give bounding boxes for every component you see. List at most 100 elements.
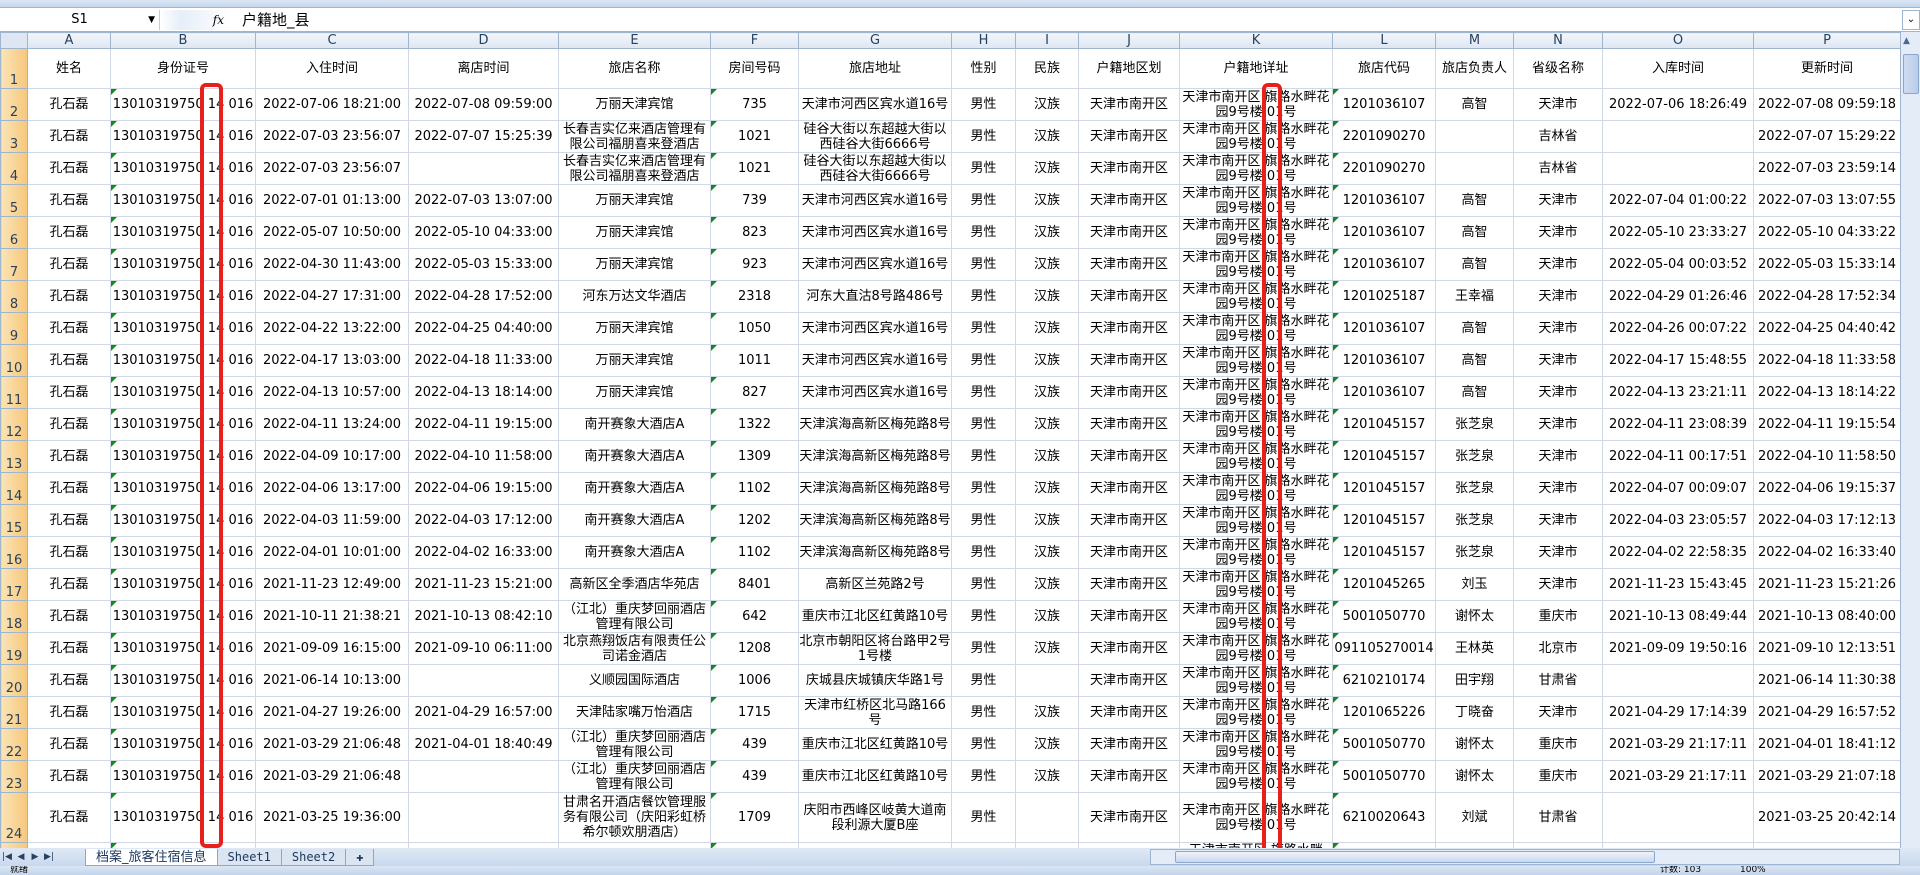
cell[interactable]: 汉族	[1015, 280, 1079, 313]
cell[interactable]: 丁晓奋	[1435, 696, 1514, 729]
cell[interactable]: 天津市南开区	[1078, 184, 1180, 217]
cell[interactable]: 823	[710, 216, 799, 249]
cell[interactable]: 天津市	[1513, 248, 1603, 281]
cell[interactable]: 2022-05-10 04:33:22	[1753, 216, 1900, 249]
cell[interactable]: 5001050770	[1332, 760, 1436, 793]
cell[interactable]: 男性	[951, 472, 1016, 505]
cell[interactable]: 439	[710, 728, 799, 761]
cell[interactable]: 孔石磊	[27, 472, 111, 505]
cell[interactable]: 2022-07-03 23:59:14	[1753, 152, 1900, 185]
cell[interactable]: 长春吉实亿来酒店管理有限公司福朋喜来登酒店	[558, 120, 711, 153]
cell[interactable]: 张芝泉	[1435, 504, 1514, 537]
cell[interactable]: 孔石磊	[27, 120, 111, 153]
cell[interactable]: 孔石磊	[27, 312, 111, 345]
cell[interactable]: 王幸福	[1435, 280, 1514, 313]
cell[interactable]: 1201036107	[1332, 184, 1436, 217]
cell[interactable]: 1201045157	[1332, 408, 1436, 441]
cell[interactable]: 2022-04-27 17:31:00	[255, 280, 409, 313]
cell[interactable]: 2022-07-03 13:07:55	[1753, 184, 1900, 217]
cell[interactable]: （江北）重庆梦回丽酒店管理有限公司	[558, 760, 711, 793]
cell[interactable]: 13010319750 14 016	[110, 88, 256, 121]
horizontal-scroll-thumb[interactable]	[1175, 851, 1655, 863]
column-header-l[interactable]: L	[1332, 32, 1436, 49]
cell[interactable]: 天津市	[1513, 440, 1603, 473]
cell[interactable]: 2022-04-03 17:12:13	[1753, 504, 1900, 537]
cell[interactable]: 6210210174	[1332, 664, 1436, 697]
cell[interactable]: 天津市南开区 旗路水畔花园9号楼 01号	[1179, 696, 1333, 729]
cell[interactable]: 天津市南开区	[1078, 728, 1180, 761]
cell[interactable]: 重庆市	[1513, 728, 1603, 761]
cell[interactable]: 2022-05-04 00:03:52	[1602, 248, 1754, 281]
cell[interactable]: 天津市南开区	[1078, 248, 1180, 281]
column-header-p[interactable]: P	[1753, 32, 1900, 49]
cell[interactable]: 甘肃省	[1513, 664, 1603, 697]
cell[interactable]: 天津市	[1513, 88, 1603, 121]
cell[interactable]	[408, 760, 559, 793]
cell[interactable]: 13010319750 14 016	[110, 568, 256, 601]
cell[interactable]: 2022-04-03 11:59:00	[255, 504, 409, 537]
cell[interactable]: 河东大直沽8号路486号	[798, 280, 952, 313]
cell[interactable]: 2022-04-06 19:15:00	[408, 472, 559, 505]
cell[interactable]: 天津市河西区宾水道16号	[798, 312, 952, 345]
cell[interactable]: 2022-04-02 16:33:00	[408, 536, 559, 569]
cell[interactable]: 1011	[710, 344, 799, 377]
column-header-o[interactable]: O	[1602, 32, 1754, 49]
cell[interactable]: 2022-07-06 18:26:49	[1602, 88, 1754, 121]
cell[interactable]: 张芝泉	[1435, 472, 1514, 505]
cell[interactable]: 2021-03-29 21:17:11	[1602, 728, 1754, 761]
select-all-button[interactable]	[0, 32, 28, 49]
header-cell[interactable]: 身份证号	[110, 48, 256, 89]
cell[interactable]: 汉族	[1015, 728, 1079, 761]
cell[interactable]: 南开赛象大酒店A	[558, 536, 711, 569]
cell[interactable]: 汉族	[1015, 536, 1079, 569]
row-header[interactable]: 17	[0, 568, 28, 601]
cell[interactable]: 2021-11-23 15:21:26	[1753, 568, 1900, 601]
cell[interactable]: 孔石磊	[27, 440, 111, 473]
cell[interactable]: 天津滨海高新区梅苑路8号	[798, 536, 952, 569]
cell[interactable]: 田宇翔	[1435, 664, 1514, 697]
cell[interactable]: 天津市南开区 旗路水畔花园9号楼 01号	[1179, 600, 1333, 633]
last-sheet-icon[interactable]: ▶|	[44, 852, 54, 862]
cell[interactable]: 天津市	[1513, 280, 1603, 313]
cell[interactable]: 天津市南开区	[1078, 632, 1180, 665]
cell[interactable]: 2021-04-27 19:26:00	[255, 696, 409, 729]
cell[interactable]: 13010319750 14 016	[110, 536, 256, 569]
cell[interactable]: 天津市南开区 旗路水畔花园9号楼 01号	[1179, 728, 1333, 761]
cell[interactable]: 谢怀太	[1435, 728, 1514, 761]
cell[interactable]: 男性	[951, 344, 1016, 377]
cell[interactable]: 2022-04-06 19:15:37	[1753, 472, 1900, 505]
cell[interactable]: 天津市南开区	[1078, 312, 1180, 345]
cell[interactable]: 孔石磊	[27, 280, 111, 313]
cell[interactable]: 1201045157	[1332, 472, 1436, 505]
cell[interactable]: 北京市	[1513, 632, 1603, 665]
cell[interactable]: 天津市	[1513, 344, 1603, 377]
cell[interactable]: 天津市	[1513, 696, 1603, 729]
cell[interactable]: 1201045157	[1332, 440, 1436, 473]
sheet-tab[interactable]: Sheet2	[280, 848, 347, 866]
header-cell[interactable]: 入库时间	[1602, 48, 1754, 89]
cell[interactable]: 2022-04-13 18:14:00	[408, 376, 559, 409]
cell[interactable]	[1435, 152, 1514, 185]
vertical-scrollbar[interactable]: ▲	[1900, 32, 1920, 848]
cell[interactable]: 091105270014	[1332, 632, 1436, 665]
cell[interactable]: 男性	[951, 88, 1016, 121]
cell[interactable]: 2022-04-17 15:48:55	[1602, 344, 1754, 377]
cell[interactable]: 13010319750 14 016	[110, 344, 256, 377]
column-header-f[interactable]: F	[710, 32, 799, 49]
cell[interactable]: 天津市南开区	[1078, 408, 1180, 441]
cell[interactable]: 孔石磊	[27, 728, 111, 761]
row-header[interactable]: 16	[0, 536, 28, 569]
cell[interactable]: 天津市红桥区北马路166号	[798, 696, 952, 729]
cell[interactable]: 男性	[951, 696, 1016, 729]
cell[interactable]: 2022-04-01 10:01:00	[255, 536, 409, 569]
cell[interactable]: 刘斌	[1435, 792, 1514, 843]
row-header[interactable]: 8	[0, 280, 28, 313]
cell[interactable]: 汉族	[1015, 632, 1079, 665]
cell[interactable]: 南开赛象大酒店A	[558, 440, 711, 473]
formula-input[interactable]: 户籍地_县	[242, 11, 310, 29]
column-header-c[interactable]: C	[255, 32, 409, 49]
cell[interactable]	[1015, 792, 1079, 843]
cell[interactable]: 重庆市	[1513, 760, 1603, 793]
cell[interactable]: 汉族	[1015, 88, 1079, 121]
cell[interactable]: 天津市南开区	[1078, 760, 1180, 793]
